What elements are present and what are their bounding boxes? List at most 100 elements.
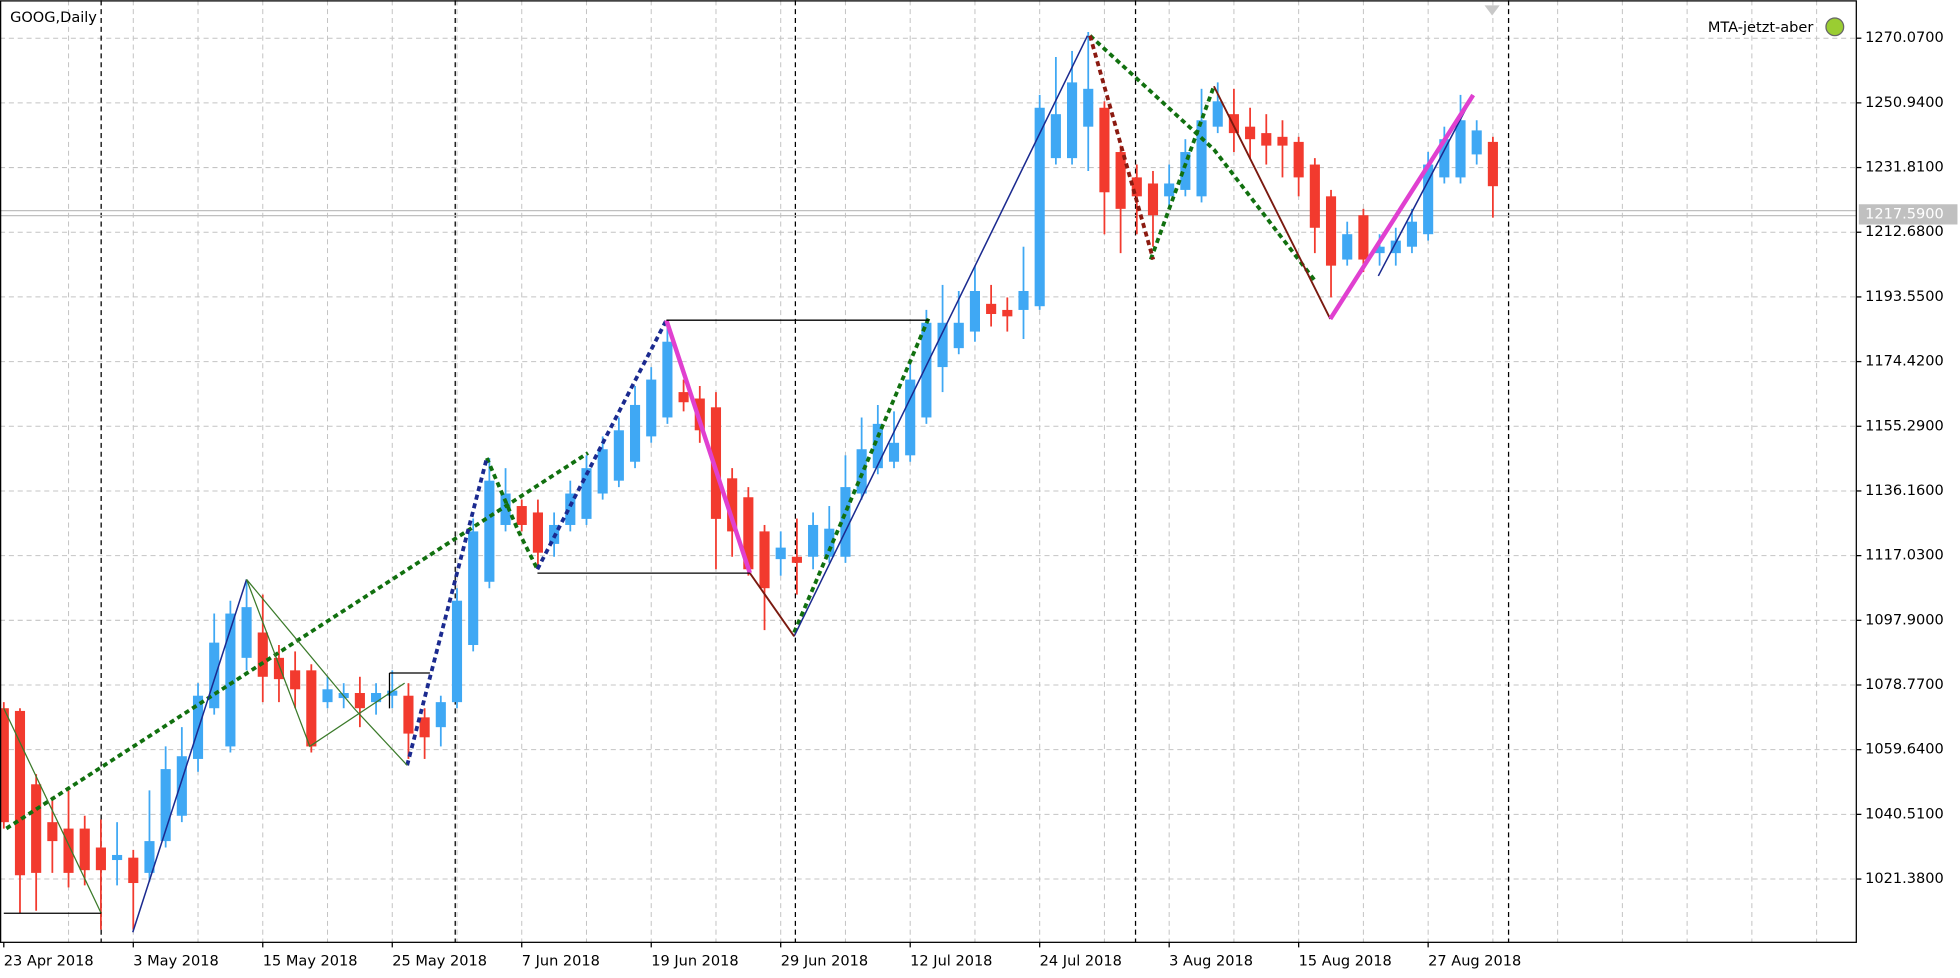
candle-body: [47, 822, 58, 842]
candle-body: [710, 407, 722, 519]
candle-body: [629, 404, 641, 462]
candle-body: [937, 322, 948, 368]
candle-body: [516, 506, 527, 525]
candle-body: [1455, 120, 1466, 178]
candle-body: [613, 430, 624, 481]
candle-body: [791, 556, 802, 563]
overlays: [3, 34, 1476, 933]
candle-body: [1018, 291, 1029, 310]
candle-body: [1147, 183, 1159, 216]
axes: 1270.0700 1250.9400 1231.8100 1212.6800 1193…: [3, 30, 1958, 969]
period-separators: [100, 0, 1510, 943]
candle-body: [468, 531, 479, 645]
chart-title: GOOG,Daily: [10, 10, 97, 26]
candle-body: [273, 657, 285, 680]
x-tick-label: 15 Aug 2018: [1299, 953, 1392, 969]
x-tick-label: 24 Jul 2018: [1040, 953, 1122, 969]
candle-body: [209, 642, 220, 709]
y-tick-label: 1155.2900: [1865, 418, 1944, 434]
candle-body: [1325, 196, 1337, 266]
y-tick-label: 1250.9400: [1865, 95, 1944, 111]
x-tick-label: 3 May 2018: [133, 953, 219, 969]
candle-body: [646, 379, 657, 437]
candle-body: [824, 528, 835, 557]
y-tick-label: 1174.4200: [1865, 354, 1944, 370]
candle-body: [63, 828, 74, 873]
candle-body: [371, 693, 382, 703]
y-tick-label: 1193.5500: [1865, 289, 1944, 305]
candle-body: [451, 600, 463, 703]
candle-body: [160, 769, 171, 842]
candle-body: [322, 689, 333, 703]
candle-body: [500, 493, 511, 525]
candle-body: [79, 828, 90, 871]
plot-frame: [0, 0, 1857, 943]
candle-body: [1099, 107, 1110, 193]
candle-body: [403, 695, 414, 734]
candle-body: [1423, 164, 1434, 235]
candle-body: [759, 531, 770, 589]
x-tick-label: 23 Apr 2018: [4, 953, 94, 969]
candle-body: [856, 449, 867, 494]
candle-body: [225, 613, 236, 747]
zigzag-brown: [749, 85, 1332, 637]
candle-body: [888, 442, 900, 462]
x-tick-label: 12 Jul 2018: [910, 953, 992, 969]
candle-body: [306, 670, 317, 747]
price-line-layer: [0, 209, 1857, 217]
candle-body: [953, 322, 964, 349]
candle-body: [1228, 114, 1239, 134]
candle-body: [176, 756, 187, 816]
candle-body: [743, 497, 754, 570]
candle-body: [435, 702, 446, 728]
zigzag-green: [3, 579, 408, 914]
y-tick-label: 1212.6800: [1865, 224, 1944, 240]
x-tick-label: 19 Jun 2018: [651, 953, 738, 969]
candle-body: [1487, 141, 1498, 187]
candle-body: [354, 693, 365, 709]
current-price-label: 1217.5900: [1865, 206, 1944, 222]
x-tick-label: 15 May 2018: [263, 953, 358, 969]
trend-dashed-brown: [1088, 35, 1156, 261]
candle-body: [1115, 152, 1126, 209]
y-tick-label: 1270.0700: [1865, 30, 1944, 46]
indicator-icon: [1825, 17, 1845, 37]
candle-body: [128, 857, 139, 884]
candle-body: [1374, 246, 1385, 254]
y-tick-label: 1136.1600: [1865, 483, 1944, 499]
candle-body: [419, 717, 430, 738]
y-tick-label: 1231.8100: [1865, 160, 1944, 176]
candle-body: [1131, 177, 1142, 197]
candle-body: [1358, 215, 1369, 260]
candle-body: [1261, 133, 1272, 146]
candle-body: [1293, 141, 1304, 178]
candle-body: [484, 480, 495, 582]
candle-body: [1083, 88, 1094, 127]
candle-body: [31, 784, 42, 873]
y-tick-label: 1117.0300: [1865, 548, 1944, 564]
candle-body: [1277, 136, 1288, 146]
candle-body: [808, 524, 819, 557]
y-tick-label: 1078.7700: [1865, 677, 1944, 693]
candle-body: [969, 291, 980, 332]
candles: [0, 32, 1498, 930]
candle-body: [0, 708, 9, 823]
candle-body: [678, 392, 689, 403]
candle-body: [257, 632, 268, 677]
candle-body: [921, 322, 932, 418]
y-tick-label: 1040.5100: [1865, 806, 1944, 822]
candle-body: [1050, 114, 1061, 159]
candle-body: [1406, 221, 1418, 247]
zigzag-navy: [132, 35, 1474, 933]
candle-body: [662, 341, 673, 418]
x-tick-label: 25 May 2018: [392, 953, 487, 969]
candle-body: [597, 449, 608, 494]
candle-body: [1212, 101, 1223, 127]
candle-body: [1439, 139, 1450, 178]
x-tick-label: 29 Jun 2018: [781, 953, 868, 969]
y-tick-label: 1021.3800: [1865, 871, 1944, 887]
candle-body: [95, 847, 106, 871]
candle-body: [1164, 183, 1175, 197]
indicator-label: MTA-jetzt-aber: [1708, 20, 1813, 36]
